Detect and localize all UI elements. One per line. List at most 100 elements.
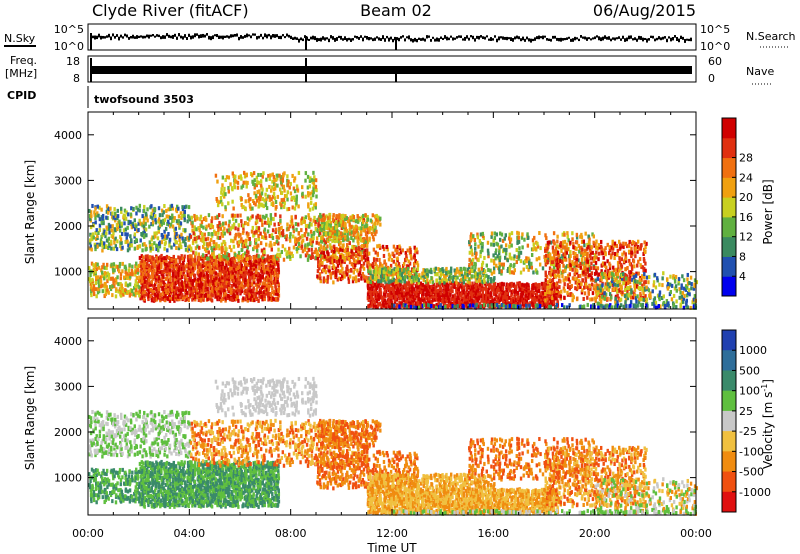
range-cell [133,218,136,223]
range-cell [481,231,485,236]
range-cell [403,284,407,289]
range-cell [438,296,442,301]
range-cell [220,298,223,303]
range-cell [186,262,189,267]
range-cell [332,270,335,275]
range-cell [265,242,268,247]
range-cell [150,242,154,247]
range-cell [435,282,438,287]
range-cell [286,207,289,212]
range-cell [177,219,181,224]
nsky-sample [202,33,204,38]
range-cell [240,176,243,181]
range-cell [457,282,461,287]
range-cell [162,234,165,239]
range-cell [231,278,234,283]
range-cell [169,293,172,298]
range-cell [387,257,391,262]
range-cell [360,274,363,279]
range-cell [518,287,521,292]
range-cell [263,198,266,203]
range-cell [449,271,453,276]
range-cell [419,275,423,280]
range-cell [227,223,231,228]
range-cell [240,185,243,190]
range-cell [193,274,197,279]
range-cell [366,217,370,222]
range-cell [271,296,275,301]
range-cell [211,232,214,237]
range-cell [196,290,199,295]
range-cell [469,245,473,250]
range-cell [408,277,411,282]
nsky-sample [94,35,96,40]
range-cell [381,267,384,272]
range-cell [354,263,357,268]
range-cell [188,289,192,294]
range-cell [301,249,305,254]
nsky-sample [604,35,606,39]
range-cell [448,278,452,283]
range-cell [464,267,467,272]
range-cell [163,237,166,242]
range-cell [217,259,221,264]
range-cell [260,255,264,260]
range-cell [151,222,155,227]
range-cell [183,213,186,218]
range-cell [403,281,406,286]
range-cell [348,241,351,246]
range-cell [201,263,205,268]
nsky-sample [200,34,202,38]
range-cell [183,215,186,220]
range-cell [416,274,420,279]
range-cell [233,185,237,190]
range-cell [307,247,310,252]
range-cell [283,171,286,176]
freq-band [90,66,692,74]
range-cell [388,301,392,306]
range-cell [182,272,185,277]
range-cell [242,296,245,301]
range-cell [419,281,423,286]
range-cell [202,289,205,294]
range-cell [324,270,328,275]
range-cell [168,285,172,290]
range-cell [416,296,419,301]
range-cell [221,214,224,219]
range-cell [294,242,297,247]
range-cell [518,282,522,287]
range-cell [181,287,185,292]
range-cell [539,297,543,302]
range-cell [176,275,180,280]
range-cell [279,214,282,219]
range-cell [479,249,482,254]
range-cell [519,250,523,255]
range-cell [253,298,256,303]
range-cell [293,178,296,183]
range-cell [364,250,368,255]
range-cell [374,304,378,309]
range-cell [150,222,153,227]
range-cell [245,231,249,236]
range-cell [483,274,486,279]
range-cell [317,220,320,225]
range-cell [138,218,141,223]
range-cell [193,217,197,222]
range-cell [262,229,266,234]
range-cell [415,247,418,252]
range-cell [366,282,370,287]
range-cell [199,288,202,293]
range-cell [402,298,406,303]
range-cell [482,286,486,291]
range-cell [148,255,152,260]
range-cell [198,281,201,286]
range-cell [322,218,326,223]
range-cell [166,221,169,226]
range-cell [150,237,153,242]
range-cell [94,269,97,274]
range-cell [417,278,421,283]
range-cell [254,221,258,226]
range-cell [376,244,379,249]
range-cell [299,235,302,240]
range-cell [157,228,161,233]
